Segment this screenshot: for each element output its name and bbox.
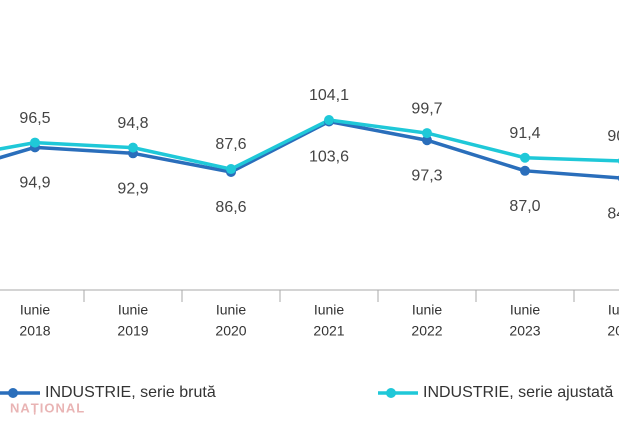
data-label: 104,1 [309,87,349,104]
legend-label: INDUSTRIE, serie brută [45,384,216,401]
data-label: 87,6 [215,136,246,153]
x-tick-label: 2021 [313,323,344,339]
legend-marker [8,388,18,398]
point [520,152,530,163]
data-label: 96,5 [19,110,50,127]
point [30,137,40,148]
x-tick-label: Iunie [510,302,541,318]
x-tick-label: Iunie [20,302,51,318]
data-label: 91,4 [509,125,540,142]
data-label: 99,7 [411,100,442,117]
x-tick-label: 2023 [509,323,540,339]
point [128,142,138,153]
x-tick-label: Iunie [118,302,149,318]
x-tick-label: Iunie [216,302,247,318]
point [324,115,334,126]
x-tick-label: Iunie [314,302,345,318]
point [520,165,530,176]
data-label: 103,6 [309,149,349,166]
point [422,135,432,146]
x-tick-label: 2024 [607,323,619,339]
data-label: 90,3 [607,128,619,145]
x-tick-label: 2019 [117,323,148,339]
data-label: 87,0 [509,198,540,215]
x-tick-label: 2022 [411,323,442,339]
point [226,164,236,175]
data-label: 97,3 [411,167,442,184]
watermark: NAȚIONAL [10,400,85,415]
series-line [0,118,619,171]
x-tick-label: Iunie [412,302,443,318]
x-tick-label: Iunie [608,302,619,318]
legend-label: INDUSTRIE, serie ajustată [423,384,613,401]
data-label: 86,6 [215,199,246,216]
data-label: 94,9 [19,175,50,192]
data-label: 92,9 [117,181,148,198]
legend-marker [386,388,396,398]
data-label: 84,5 [607,205,619,222]
series-line [0,119,619,180]
x-tick-label: 2018 [19,323,50,339]
data-label: 94,8 [117,115,148,132]
x-tick-label: 2020 [215,323,246,339]
point [422,128,432,139]
